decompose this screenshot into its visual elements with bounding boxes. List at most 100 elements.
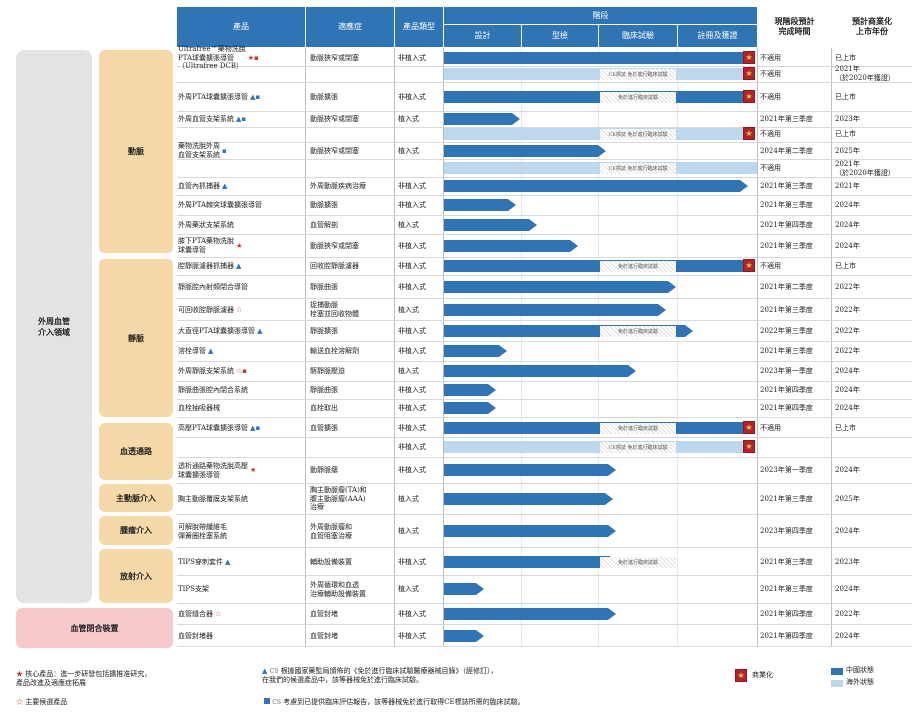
current-stage-time: 2021年第四季度 (760, 220, 813, 229)
row-divider (177, 127, 912, 128)
current-stage-time: 2021年第三季度 (760, 115, 813, 124)
legend-tri-text: 根據國家藥監局頒佈的《免於進行臨床試驗醫療器械目錄》（經修訂）， 在我們的候選產… (262, 667, 498, 685)
col-divider (305, 48, 306, 646)
current-stage-time: 2021年第四季度 (760, 386, 813, 395)
row-divider (177, 142, 912, 143)
row-divider (177, 82, 912, 83)
launch-year: 2024年 (835, 466, 860, 475)
product-name: 外周血管支架系統 ▲▪ (178, 115, 247, 124)
china-status-bar (444, 113, 512, 125)
row-divider (177, 547, 912, 548)
medal-star-icon: ★ (737, 671, 745, 680)
product-type: 非植入式 (398, 241, 426, 250)
product-name: 可解脫帶纖維毛 彈簧圈栓塞系統 (178, 522, 227, 540)
medal-icon: ★ (743, 259, 755, 272)
china-status-bar (678, 91, 743, 103)
row-divider (177, 66, 912, 67)
china-status-bar (444, 556, 610, 568)
row-divider (177, 195, 912, 196)
bar-arrowhead (499, 345, 507, 357)
medal-icon: ★ (743, 67, 755, 80)
product-name: 胸主動脈覆膜支架系統 (178, 494, 248, 503)
header-product-label: 產品 (233, 22, 249, 32)
field-label: 外周血管 介入領域 (38, 315, 70, 337)
current-stage-time: 2022年第三季度 (760, 327, 813, 336)
indication: 血管擴張 (310, 424, 338, 433)
product-marks-icon: ★ (236, 241, 243, 250)
china-status-bar (444, 281, 668, 293)
row-divider (177, 361, 912, 362)
legend-commercial-label: 商業化 (752, 671, 773, 679)
product-marks-icon: ☆ (215, 609, 222, 618)
bar-arrowhead (608, 464, 616, 476)
bar-arrowhead (476, 583, 484, 595)
product-type: 非植入式 (398, 327, 426, 336)
current-stage-time: 2021年第三季度 (760, 585, 813, 594)
launch-year: 2025年 (835, 494, 860, 503)
col-divider (521, 48, 522, 646)
row-divider (177, 275, 912, 276)
row-divider (177, 646, 912, 647)
indication (310, 160, 394, 177)
current-stage-time: 2024年第二季度 (760, 146, 813, 155)
launch-year: 2023年 (835, 115, 860, 124)
row-divider (177, 457, 912, 458)
china-status-bar (444, 199, 508, 211)
row-divider (177, 483, 912, 484)
product-type: 植入式 (398, 305, 419, 314)
indication: 外周循環和血透 治療輔助設備裝置 (310, 580, 366, 598)
core-star-icon: ★ (16, 670, 23, 678)
category-aortic-label: 主動脈介入 (116, 492, 156, 503)
product-type: 非植入式 (398, 53, 426, 62)
bar-arrowhead (488, 402, 496, 414)
row-divider (177, 575, 912, 576)
clinical-exempt-label: CE標誌 免於進行臨床試驗 (600, 163, 676, 174)
indication: 輔助設備裝置 (310, 557, 352, 566)
product-marks-icon: ☆▪ (236, 367, 248, 376)
header-current-stage-label: 現階段預計 完成時間 (774, 16, 815, 36)
legend-sq-text: 考慮到已提供臨床評估報告，該等器械免於進行取得CE標誌所需的臨床試驗。 (283, 698, 525, 706)
clinical-exempt-label: 免於進行臨床試驗 (600, 326, 676, 337)
row-divider (177, 320, 912, 321)
launch-year: 2024年 (835, 527, 860, 536)
china-status-bar (444, 384, 488, 396)
product-type: 非植入式 (398, 443, 426, 452)
row-divider (177, 177, 912, 178)
stage-clinical-label: 臨床試驗 (622, 31, 654, 41)
category-tumor-label: 腫瘤介入 (120, 525, 152, 535)
medal-icon: ★ (743, 51, 755, 64)
medal-icon: ★ (743, 127, 755, 140)
china-status-bar (444, 52, 743, 64)
medal-icon: ★ (743, 421, 755, 434)
row-divider (177, 111, 912, 112)
row-divider (177, 514, 912, 515)
medal-icon: ★ (735, 669, 747, 682)
col-divider (443, 48, 444, 646)
indication: 動脈狹窄或閉塞 (310, 53, 359, 62)
field-peripheral-vascular: 外周血管 介入領域 (16, 50, 92, 603)
legend-core: ★ 核心產品：進一步研發包括擴推准研究， 產品改進及適應症拓展 (16, 670, 256, 689)
china-status-bar (444, 345, 499, 357)
product-marks-icon: ▲▪ (236, 115, 247, 124)
current-stage-time: 2021年第二季度 (760, 282, 813, 291)
china-status-bar (444, 304, 658, 316)
legend-overseas: 海外狀態 (846, 678, 874, 687)
product-type: 非植入式 (398, 262, 426, 271)
product-type: 植入式 (398, 146, 419, 155)
square-icon (264, 698, 270, 704)
clinical-exempt-label: CE標誌 免於進行臨床試驗 (600, 69, 676, 80)
header-stage-type-test: 型檢 (522, 25, 598, 47)
row-divider (177, 341, 912, 342)
header-indication-label: 適應症 (338, 22, 362, 32)
legend-core-text: 核心產品：進一步研發包括擴推准研究， 產品改進及適應症拓展 (16, 670, 152, 688)
launch-year: 2021年 （於2020年獲證） (835, 65, 895, 82)
stage-design-label: 設計 (474, 31, 491, 41)
launch-year: 2025年 (835, 146, 860, 155)
category-arterial-label: 動脈 (128, 146, 144, 156)
launch-year: 已上市 (835, 92, 856, 101)
product-name: 藥物洗脫外周 血管支架系統 ▪ (178, 142, 227, 159)
product-name: 血管封堵器 (178, 631, 213, 640)
overseas-swatch (831, 680, 843, 687)
current-stage-time: 2021年第三季度 (760, 557, 813, 566)
china-status-bar (444, 525, 608, 537)
